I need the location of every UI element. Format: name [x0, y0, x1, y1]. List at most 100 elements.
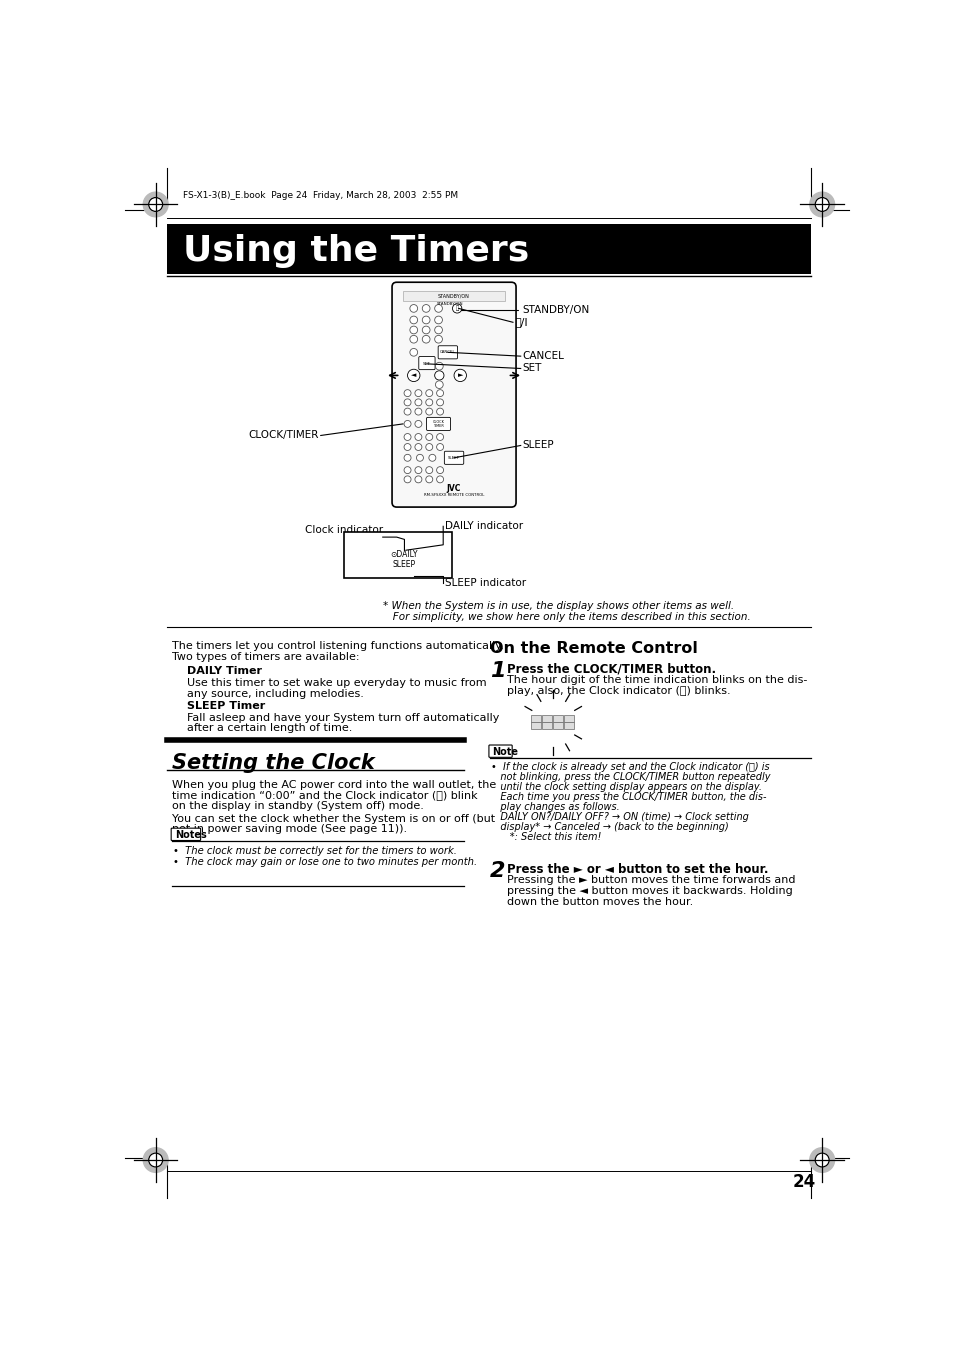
Text: Fall asleep and have your System turn off automatically: Fall asleep and have your System turn of… — [187, 713, 499, 723]
Circle shape — [410, 316, 417, 324]
Text: SLEEP: SLEEP — [521, 440, 554, 450]
Circle shape — [415, 476, 421, 482]
Text: Each time you press the CLOCK/TIMER button, the dis-: Each time you press the CLOCK/TIMER butt… — [491, 792, 766, 802]
Circle shape — [436, 389, 443, 397]
Circle shape — [415, 389, 421, 397]
Text: DAILY ON?/DAILY OFF? → ON (time) → Clock setting: DAILY ON?/DAILY OFF? → ON (time) → Clock… — [491, 812, 748, 821]
Text: until the clock setting display appears on the display.: until the clock setting display appears … — [491, 782, 761, 792]
Text: Two types of timers are available:: Two types of timers are available: — [172, 651, 359, 662]
Text: Using the Timers: Using the Timers — [183, 234, 529, 267]
Text: DAILY indicator: DAILY indicator — [444, 521, 522, 531]
Text: STANDBY/ON: STANDBY/ON — [521, 305, 589, 315]
FancyBboxPatch shape — [531, 715, 540, 721]
Circle shape — [815, 1154, 828, 1167]
FancyBboxPatch shape — [531, 723, 540, 730]
Text: ⏻: ⏻ — [455, 305, 458, 311]
FancyBboxPatch shape — [541, 715, 552, 721]
Circle shape — [435, 335, 442, 343]
Circle shape — [143, 192, 168, 216]
Text: DAILY Timer: DAILY Timer — [187, 666, 262, 677]
Circle shape — [422, 335, 430, 343]
Text: ►: ► — [457, 373, 462, 378]
Text: not in power saving mode (See page 11)).: not in power saving mode (See page 11)). — [172, 824, 407, 835]
Text: Pressing the ► button moves the time forwards and: Pressing the ► button moves the time for… — [506, 875, 795, 885]
Text: time indication “0:00” and the Clock indicator (⏻) blink: time indication “0:00” and the Clock ind… — [172, 790, 477, 800]
Circle shape — [436, 476, 443, 482]
Text: Notes: Notes — [174, 830, 207, 840]
Circle shape — [436, 399, 443, 405]
FancyBboxPatch shape — [553, 715, 562, 721]
Circle shape — [429, 454, 436, 461]
Text: •  The clock may gain or lose one to two minutes per month.: • The clock may gain or lose one to two … — [173, 857, 477, 866]
Circle shape — [425, 389, 433, 397]
Text: SET: SET — [521, 363, 541, 373]
Bar — [167, 224, 810, 274]
Text: Setting the Clock: Setting the Clock — [172, 753, 375, 773]
Circle shape — [415, 443, 421, 450]
Text: When you plug the AC power cord into the wall outlet, the: When you plug the AC power cord into the… — [172, 780, 496, 790]
Circle shape — [415, 399, 421, 405]
Circle shape — [410, 304, 417, 312]
Text: CLOCK
TIMER: CLOCK TIMER — [432, 420, 444, 428]
Text: CANCEL: CANCEL — [521, 351, 563, 361]
Circle shape — [404, 399, 411, 405]
Circle shape — [436, 434, 443, 440]
Bar — [344, 532, 452, 578]
Circle shape — [422, 316, 430, 324]
Text: ⊙DAILY: ⊙DAILY — [391, 550, 417, 559]
Text: The hour digit of the time indication blinks on the dis-: The hour digit of the time indication bl… — [506, 676, 806, 685]
Circle shape — [425, 434, 433, 440]
Text: STANDBY/ON: STANDBY/ON — [437, 293, 470, 299]
Circle shape — [416, 454, 423, 461]
Text: after a certain length of time.: after a certain length of time. — [187, 723, 353, 734]
Circle shape — [422, 326, 430, 334]
Text: CANCEL: CANCEL — [439, 350, 456, 354]
Text: RM-SFSXXX REMOTE CONTROL: RM-SFSXXX REMOTE CONTROL — [423, 493, 484, 497]
Text: on the display in standby (System off) mode.: on the display in standby (System off) m… — [172, 801, 423, 811]
Text: ◄: ◄ — [411, 373, 416, 378]
Text: SLEEP: SLEEP — [393, 559, 416, 569]
Circle shape — [809, 192, 834, 216]
Circle shape — [815, 197, 828, 211]
Text: Press the CLOCK/TIMER button.: Press the CLOCK/TIMER button. — [506, 662, 715, 676]
Circle shape — [410, 335, 417, 343]
Circle shape — [415, 466, 421, 474]
Text: SLEEP Timer: SLEEP Timer — [187, 701, 266, 711]
Text: Press the ► or ◄ button to set the hour.: Press the ► or ◄ button to set the hour. — [506, 863, 767, 875]
Text: play, also, the Clock indicator (⏻) blinks.: play, also, the Clock indicator (⏻) blin… — [506, 686, 730, 696]
FancyBboxPatch shape — [488, 744, 512, 758]
FancyBboxPatch shape — [563, 715, 573, 721]
Circle shape — [425, 443, 433, 450]
Circle shape — [415, 408, 421, 415]
Circle shape — [404, 476, 411, 482]
Circle shape — [410, 326, 417, 334]
Circle shape — [435, 370, 443, 380]
Circle shape — [454, 369, 466, 381]
Circle shape — [415, 420, 421, 427]
Circle shape — [435, 304, 442, 312]
Circle shape — [149, 197, 162, 211]
FancyBboxPatch shape — [426, 417, 450, 431]
Text: Use this timer to set wake up everyday to music from: Use this timer to set wake up everyday t… — [187, 678, 487, 688]
Text: any source, including melodies.: any source, including melodies. — [187, 689, 364, 698]
Circle shape — [404, 454, 411, 461]
Circle shape — [149, 1154, 162, 1167]
Circle shape — [435, 326, 442, 334]
FancyBboxPatch shape — [437, 346, 457, 359]
FancyBboxPatch shape — [563, 723, 573, 730]
Text: down the button moves the hour.: down the button moves the hour. — [506, 897, 692, 907]
Circle shape — [425, 408, 433, 415]
Text: On the Remote Control: On the Remote Control — [489, 642, 697, 657]
Text: 24: 24 — [792, 1174, 815, 1192]
Text: 1: 1 — [489, 661, 505, 681]
Text: not blinking, press the CLOCK/TIMER button repeatedly: not blinking, press the CLOCK/TIMER butt… — [491, 771, 770, 782]
Circle shape — [415, 434, 421, 440]
Circle shape — [404, 389, 411, 397]
Text: FS-X1-3(B)_E.book  Page 24  Friday, March 28, 2003  2:55 PM: FS-X1-3(B)_E.book Page 24 Friday, March … — [183, 192, 457, 200]
Text: 2: 2 — [489, 862, 505, 881]
Text: *: Select this item!: *: Select this item! — [491, 832, 601, 842]
Text: Clock indicator: Clock indicator — [304, 524, 382, 535]
Circle shape — [404, 420, 411, 427]
Circle shape — [407, 369, 419, 381]
Circle shape — [452, 304, 461, 313]
